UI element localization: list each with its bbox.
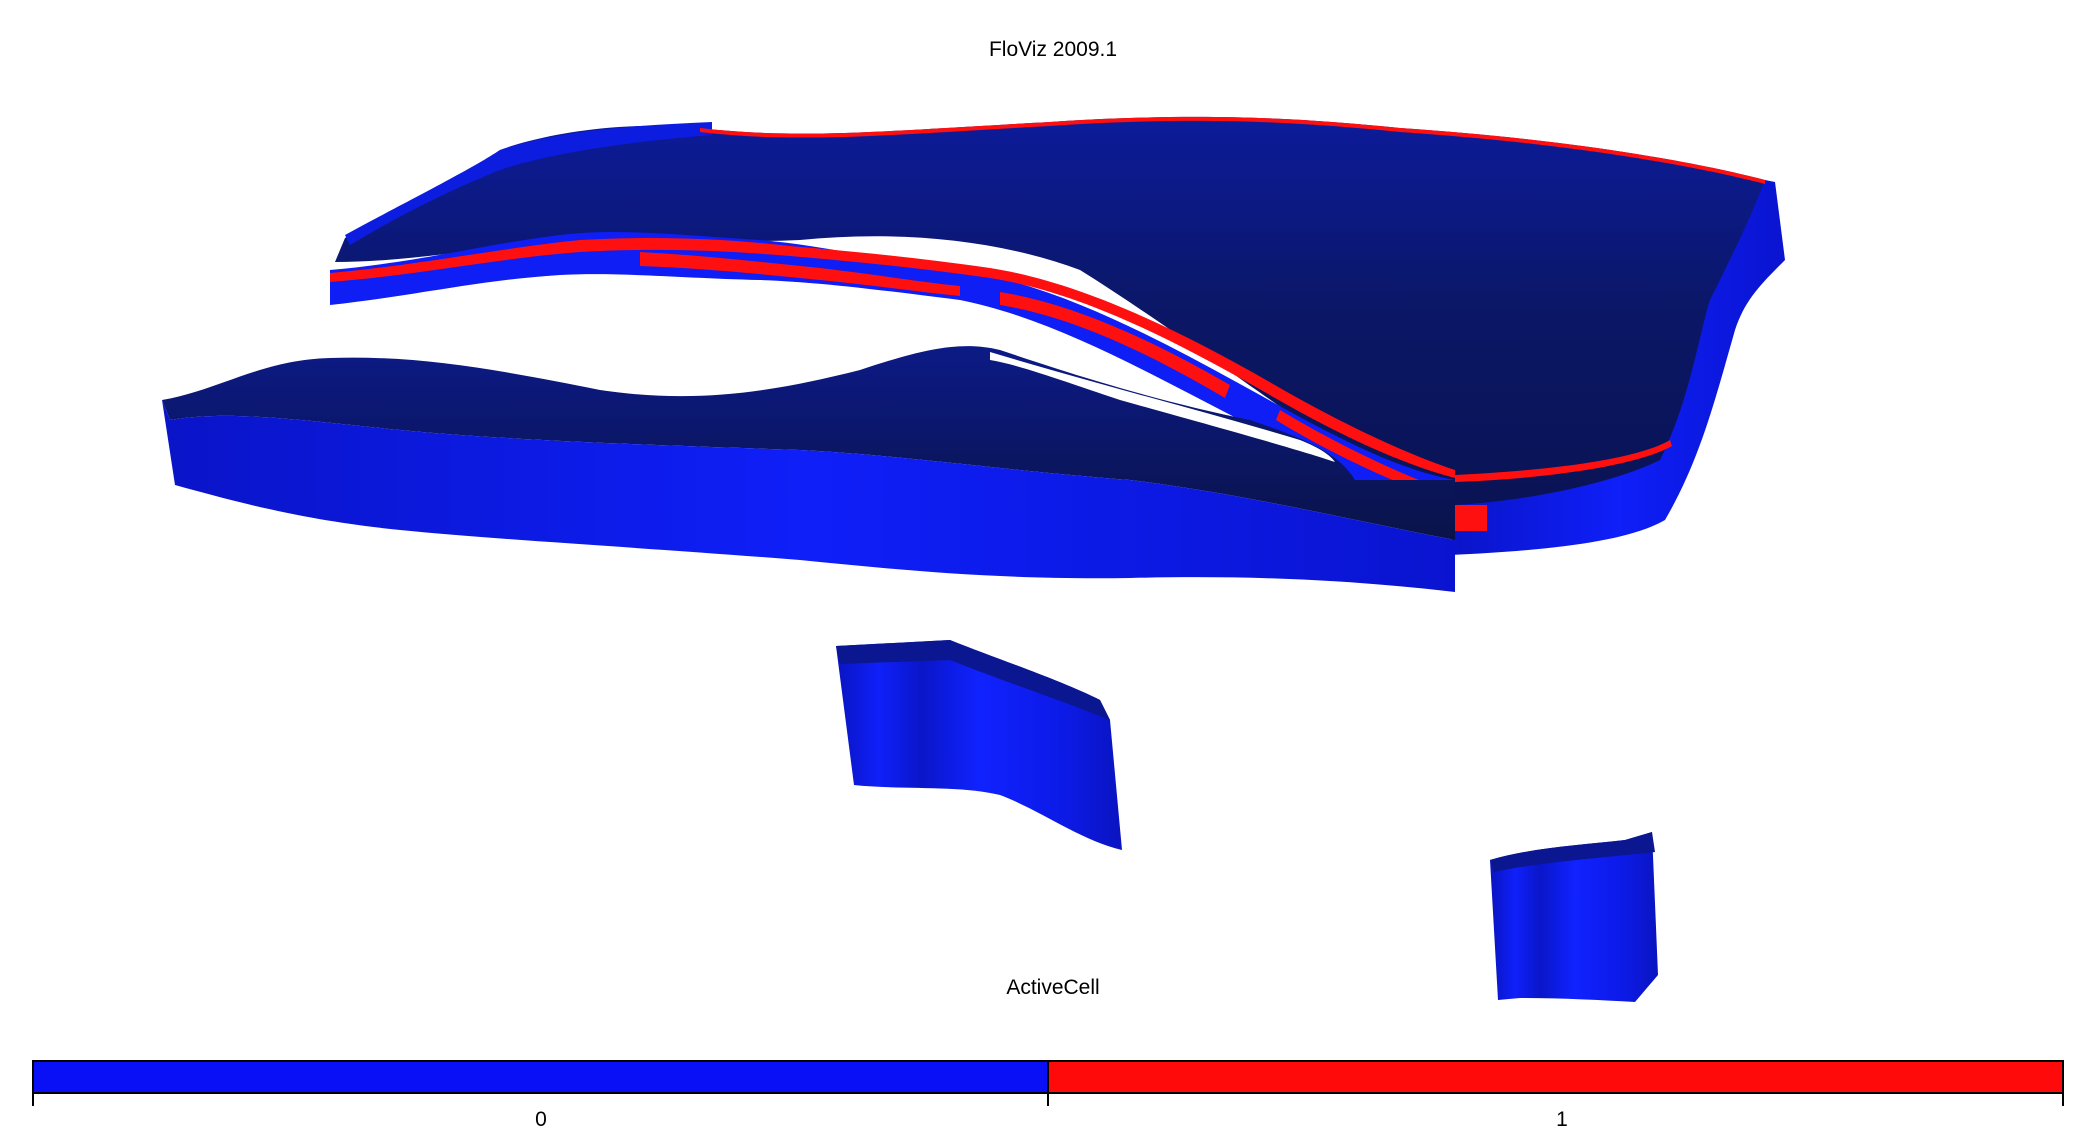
right-rim-red-edge bbox=[1455, 440, 1672, 482]
active-cell-red-block bbox=[1455, 505, 1487, 531]
color-legend-bar bbox=[32, 1060, 2064, 1094]
active-cell-red-streak-1 bbox=[330, 238, 1455, 478]
legend-label-0: 0 bbox=[535, 1108, 547, 1131]
active-cell-red-streak-3 bbox=[1000, 292, 1230, 398]
isolated-block-right-top bbox=[1490, 832, 1655, 872]
app-title: FloViz 2009.1 bbox=[988, 38, 1118, 61]
isolated-block-center-top bbox=[836, 640, 1110, 720]
legend-swatch-1 bbox=[1047, 1062, 2062, 1092]
legend-swatch-0 bbox=[34, 1062, 1047, 1092]
isolated-block-right bbox=[1490, 832, 1658, 1002]
legend-title: ActiveCell bbox=[1006, 976, 1100, 999]
active-cell-red-streak-4 bbox=[1276, 410, 1440, 498]
active-cell-red-streak-2 bbox=[640, 252, 960, 296]
isolated-block-center bbox=[836, 640, 1122, 850]
legend-tick-mid bbox=[1047, 1092, 1049, 1106]
lower-formation-front-wall bbox=[162, 400, 1455, 592]
upper-formation-top-surface bbox=[335, 116, 1775, 549]
legend-label-1: 1 bbox=[1556, 1108, 1568, 1131]
legend-tick-start bbox=[32, 1092, 34, 1106]
upper-formation-left-sliver bbox=[345, 122, 712, 245]
legend-tick-end bbox=[2062, 1092, 2064, 1106]
lower-formation-gap-highlight bbox=[990, 352, 1335, 462]
